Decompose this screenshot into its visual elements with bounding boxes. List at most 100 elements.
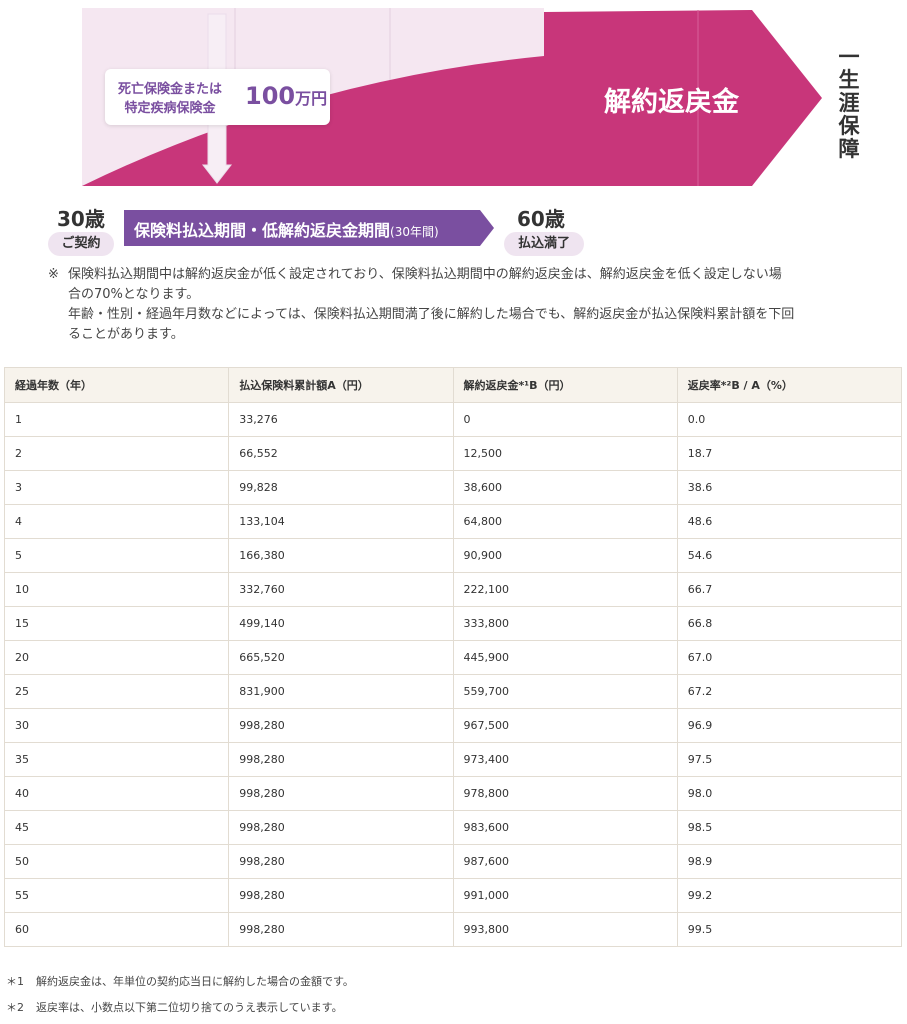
cell-rate: 18.7 — [676, 436, 903, 471]
header-elapsed-years: 経過年数（年） — [3, 367, 230, 403]
table-row: 25 831,900 559,700 67.2 — [3, 674, 903, 709]
cell-surrender: 967,500 — [452, 708, 678, 743]
table-row: 45 998,280 983,600 98.5 — [3, 810, 903, 845]
cell-rate: 67.0 — [676, 640, 903, 675]
diagram-note: ※ 保険料払込期間中は解約返戻金が低く設定されており、保険料払込期間中の解約返戻… — [48, 265, 858, 345]
cell-rate: 67.2 — [676, 674, 903, 709]
header-premium-total: 払込保険料累計額A（円） — [228, 367, 454, 403]
cell-premium: 998,280 — [228, 742, 454, 777]
cell-year: 2 — [3, 436, 230, 471]
footnote-1-text: 解約返戻金は、年単位の契約応当日に解約した場合の金額です。 — [36, 975, 354, 988]
cell-rate: 99.2 — [676, 878, 903, 913]
cell-surrender: 333,800 — [452, 606, 678, 641]
note-line-2: 合の70%となります。 — [68, 287, 200, 302]
cell-surrender: 987,600 — [452, 844, 678, 879]
cell-rate: 98.9 — [676, 844, 903, 879]
table-row: 3 99,828 38,600 38.6 — [3, 470, 903, 505]
cell-year: 5 — [3, 538, 230, 573]
table-row: 50 998,280 987,600 98.9 — [3, 844, 903, 879]
callout-amount: 100万円 — [245, 82, 327, 110]
cell-surrender: 991,000 — [452, 878, 678, 913]
cell-rate: 48.6 — [676, 504, 903, 539]
callout-amount-value: 100 — [245, 82, 296, 110]
cell-premium: 998,280 — [228, 912, 454, 947]
payment-period-arrow — [124, 210, 494, 246]
note-line-4: ることがあります。 — [68, 327, 184, 342]
cell-surrender: 90,900 — [452, 538, 678, 573]
cell-premium: 998,280 — [228, 878, 454, 913]
footnote-1-mark: ＊1 — [6, 975, 24, 988]
cell-surrender: 222,100 — [452, 572, 678, 607]
table-row: 2 66,552 12,500 18.7 — [3, 436, 903, 471]
cell-rate: 66.7 — [676, 572, 903, 607]
cell-rate: 38.6 — [676, 470, 903, 505]
table-row: 20 665,520 445,900 67.0 — [3, 640, 903, 675]
note-line-3: 年齢・性別・経過年月数などによっては、保険料払込期間満了後に解約した場合でも、解… — [68, 307, 795, 322]
cell-year: 40 — [3, 776, 230, 811]
callout-line-1: 死亡保険金または — [117, 82, 222, 97]
header-return-rate: 返戻率*²B / A（%） — [676, 367, 903, 403]
cell-surrender: 983,600 — [452, 810, 678, 845]
cell-premium: 998,280 — [228, 810, 454, 845]
cell-premium: 998,280 — [228, 844, 454, 879]
death-benefit-callout: 死亡保険金または 特定疾病保険金 100万円 — [105, 69, 330, 125]
end-tag: 払込満了 — [504, 232, 584, 256]
cell-year: 35 — [3, 742, 230, 777]
callout-line-2: 特定疾病保険金 — [124, 101, 216, 116]
note-mark: ※ — [48, 267, 59, 282]
cell-premium: 332,760 — [228, 572, 454, 607]
table-row: 35 998,280 973,400 97.5 — [3, 742, 903, 777]
callout-amount-unit: 万円 — [295, 89, 328, 108]
cell-surrender: 38,600 — [452, 470, 678, 505]
footnote-2: ＊2 返戻率は、小数点以下第二位切り捨てのうえ表示しています。 — [6, 999, 343, 1015]
cell-premium: 99,828 — [228, 470, 454, 505]
table-row: 40 998,280 978,800 98.0 — [3, 776, 903, 811]
cell-premium: 831,900 — [228, 674, 454, 709]
cell-surrender: 973,400 — [452, 742, 678, 777]
cell-surrender: 445,900 — [452, 640, 678, 675]
cell-premium: 33,276 — [228, 402, 454, 437]
cell-premium: 66,552 — [228, 436, 454, 471]
cell-year: 1 — [3, 402, 230, 437]
surrender-value-label: 解約返戻金 — [604, 87, 739, 118]
note-line-1: 保険料払込期間中は解約返戻金が低く設定されており、保険料払込期間中の解約返戻金は… — [68, 267, 782, 282]
cell-year: 50 — [3, 844, 230, 879]
cell-year: 45 — [3, 810, 230, 845]
cell-year: 60 — [3, 912, 230, 947]
cell-premium: 499,140 — [228, 606, 454, 641]
cell-rate: 0.0 — [676, 402, 903, 437]
cell-rate: 98.0 — [676, 776, 903, 811]
cell-surrender: 559,700 — [452, 674, 678, 709]
footnote-2-mark: ＊2 — [6, 1001, 24, 1014]
cell-year: 4 — [3, 504, 230, 539]
start-tag: ご契約 — [48, 232, 114, 256]
table-header-row: 経過年数（年） 払込保険料累計額A（円） 解約返戻金*¹B（円） 返戻率*²B … — [3, 367, 903, 403]
cell-year: 25 — [3, 674, 230, 709]
payment-period-text: 保険料払込期間・低解約返戻金期間 — [134, 221, 391, 240]
cell-rate: 98.5 — [676, 810, 903, 845]
cell-premium: 665,520 — [228, 640, 454, 675]
table-row: 15 499,140 333,800 66.8 — [3, 606, 903, 641]
footnote-2-text: 返戻率は、小数点以下第二位切り捨てのうえ表示しています。 — [36, 1001, 343, 1014]
cell-rate: 54.6 — [676, 538, 903, 573]
table-row: 4 133,104 64,800 48.6 — [3, 504, 903, 539]
payment-period-years: (30年間) — [390, 225, 439, 239]
cell-year: 20 — [3, 640, 230, 675]
cell-surrender: 993,800 — [452, 912, 678, 947]
start-age: 30歳 — [57, 207, 105, 231]
header-surrender-value: 解約返戻金*¹B（円） — [452, 367, 678, 403]
end-age: 60歳 — [517, 207, 565, 231]
table-row: 60 998,280 993,800 99.5 — [3, 912, 903, 947]
footnote-1: ＊1 解約返戻金は、年単位の契約応当日に解約した場合の金額です。 — [6, 973, 354, 989]
table-row: 10 332,760 222,100 66.7 — [3, 572, 903, 607]
policy-diagram: 死亡保険金または 特定疾病保険金 100万円 解約返戻金 一生涯保障 30歳 ご… — [0, 0, 907, 262]
table-row: 1 33,276 0 0.0 — [3, 402, 903, 437]
cell-rate: 96.9 — [676, 708, 903, 743]
cell-premium: 998,280 — [228, 776, 454, 811]
cell-rate: 99.5 — [676, 912, 903, 947]
payment-period-label: 保険料払込期間・低解約返戻金期間(30年間) — [134, 217, 439, 241]
table-row: 30 998,280 967,500 96.9 — [3, 708, 903, 743]
cell-surrender: 64,800 — [452, 504, 678, 539]
cell-surrender: 12,500 — [452, 436, 678, 471]
cell-surrender: 0 — [452, 402, 678, 437]
